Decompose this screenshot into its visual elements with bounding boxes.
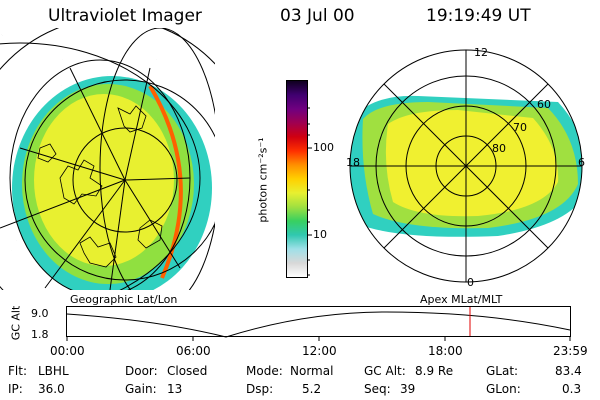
right-oval-core [385, 110, 559, 217]
glat-label: GLat: [486, 364, 519, 378]
time-tick-1200: 12:00 [302, 344, 337, 358]
image-date: 03 Jul 00 [280, 6, 355, 26]
mlat-label-70: 70 [513, 121, 527, 134]
right-panel-caption: Apex MLat/MLT [420, 293, 503, 306]
instrument-title: Ultraviolet Imager [48, 6, 202, 26]
mlt-label-18: 18 [346, 156, 360, 169]
gc-alt-label: GC Alt: [364, 364, 406, 378]
filter-label: Flt: [8, 364, 27, 378]
left-panel-caption: Geographic Lat/Lon [70, 293, 178, 306]
altitude-tick-high: 9.0 [31, 307, 49, 320]
seq-label: Seq: [364, 382, 391, 396]
filter-value: LBHL [38, 364, 69, 378]
time-tick-0600: 06:00 [176, 344, 211, 358]
mlt-label-6: 6 [578, 156, 585, 169]
altitude-tick-low: 1.8 [31, 328, 49, 341]
colorbar-gradient [287, 81, 307, 277]
gain-label: Gain: [125, 382, 157, 396]
glon-value: 0.3 [562, 382, 582, 396]
time-tick-2359: 23:59 [553, 344, 588, 358]
mode-label: Mode: [246, 364, 283, 378]
colorbar-tick-100: 100 [313, 141, 334, 154]
time-tick-1800: 18:00 [428, 344, 463, 358]
ip-label: IP: [8, 382, 23, 396]
colorbar-tick-10: 10 [313, 228, 327, 241]
colorbar [286, 80, 308, 278]
dsp-label: Dsp: [246, 382, 274, 396]
colorbar-ticks [307, 107, 312, 276]
door-label: Door: [125, 364, 158, 378]
seq-value: 39 [400, 382, 416, 396]
altitude-curve [66, 311, 571, 338]
mlt-label-12: 12 [474, 46, 488, 59]
time-tick-0000: 00:00 [50, 344, 85, 358]
mode-value: Normal [290, 364, 334, 378]
mlat-label-60: 60 [537, 98, 551, 111]
altitude-axis-label: GC Alt [9, 305, 23, 341]
dsp-value: 5.2 [302, 382, 322, 396]
glon-label: GLon: [486, 382, 521, 396]
door-value: Closed [167, 364, 208, 378]
mlat-label-80: 80 [492, 142, 506, 155]
ip-value: 36.0 [38, 382, 65, 396]
glat-value: 83.4 [555, 364, 582, 378]
altitude-timeline-plot [66, 306, 571, 341]
mlt-label-0: 0 [467, 276, 474, 289]
mlat-mlt-polar-plot [349, 49, 583, 283]
gain-value: 13 [167, 382, 183, 396]
colorbar-unit-label: photon cm⁻²s⁻¹ [256, 137, 270, 223]
geographic-auroral-image [0, 28, 215, 290]
image-time: 19:19:49 UT [426, 6, 531, 26]
gc-alt-value: 8.9 Re [415, 364, 454, 378]
